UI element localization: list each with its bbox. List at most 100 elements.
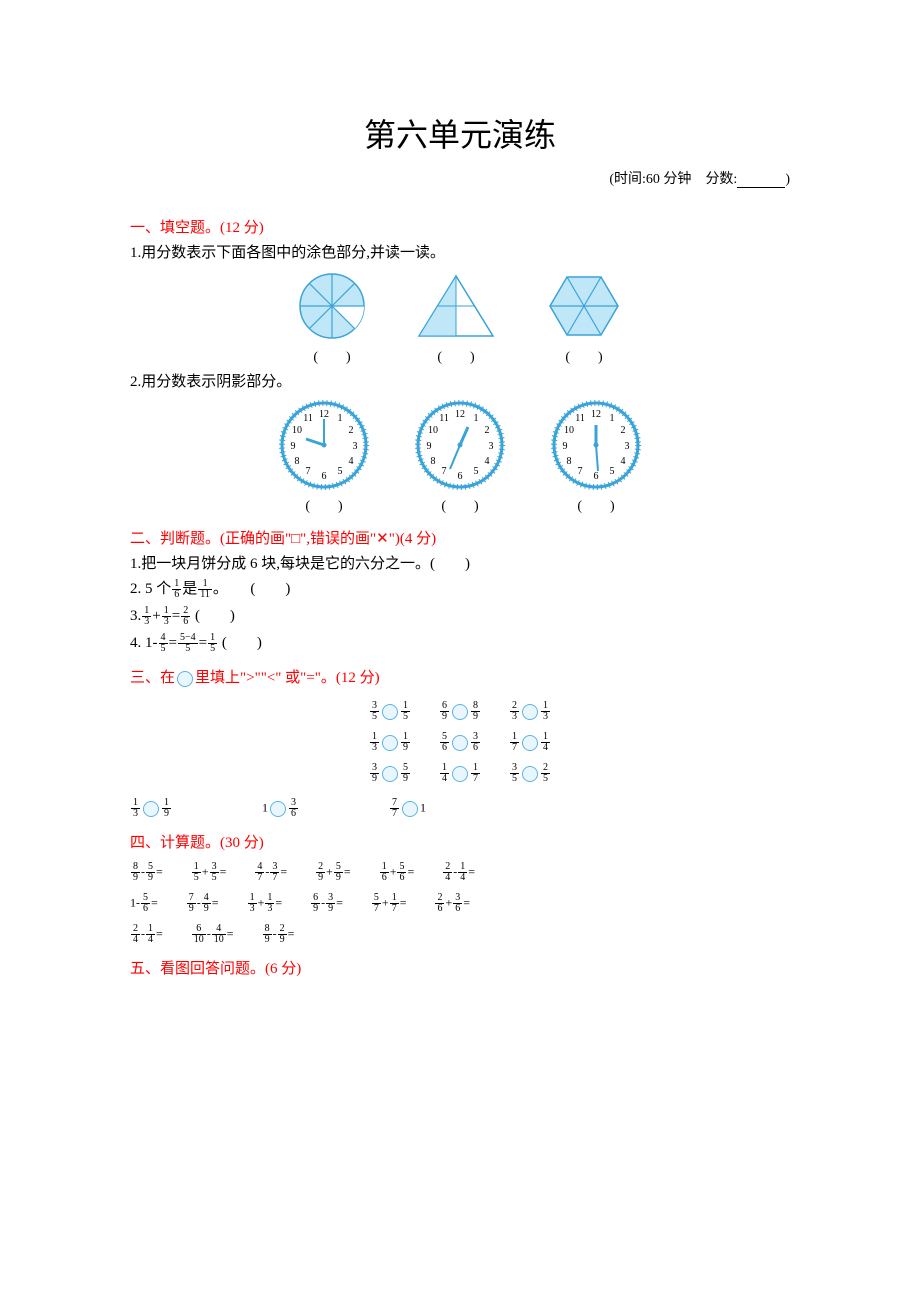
calc-item: 79-49= [186, 893, 219, 914]
svg-text:6: 6 [594, 471, 599, 482]
circle-icon [522, 704, 538, 720]
fraction: 14 [458, 862, 467, 883]
fraction: 24 [443, 862, 452, 883]
hexagon-icon [541, 270, 627, 342]
fraction: 29 [316, 862, 325, 883]
s2-q3: 3.13+13=26 ( ) [130, 604, 790, 627]
fraction: 79 [187, 893, 196, 914]
svg-text:3: 3 [625, 441, 630, 452]
compare-grid: 351569892313131956361714395914173525 [130, 701, 790, 784]
text: = [172, 608, 180, 624]
svg-text:12: 12 [319, 409, 329, 420]
text: ( ) [218, 635, 262, 651]
s2-q1: 1.把一块月饼分成 6 块,每块是它的六分之一。( ) [130, 552, 790, 573]
fraction: 24 [131, 924, 140, 945]
section-1-heading: 一、填空题。(12 分) [130, 216, 790, 237]
clock-icon: 1212 345 678 91011 [276, 399, 372, 491]
fraction: 39 [370, 763, 379, 784]
svg-text:9: 9 [291, 441, 296, 452]
circle-icon [382, 766, 398, 782]
circle-icon [382, 704, 398, 720]
compare-item: 35 25 [509, 763, 551, 784]
svg-text:7: 7 [578, 466, 583, 477]
calc-item: 89-59= [130, 862, 163, 883]
svg-text:9: 9 [563, 441, 568, 452]
text: 是 [182, 581, 197, 597]
paren: ( ) [411, 346, 501, 366]
fraction: 610 [192, 924, 206, 945]
circle-icon [522, 735, 538, 751]
fraction: 47 [255, 862, 264, 883]
circle-icon [143, 801, 159, 817]
fraction: 77 [390, 798, 399, 819]
fraction: 59 [146, 862, 155, 883]
circle-icon [522, 766, 538, 782]
compare-item: 5636 [439, 732, 481, 753]
fraction: 14 [146, 924, 155, 945]
score-blank [737, 173, 785, 188]
calc-item: 57+17= [371, 893, 407, 914]
calc-item: 29+59= [315, 862, 351, 883]
fraction: 89 [471, 701, 480, 722]
fraction: 16 [380, 862, 389, 883]
fraction: 69 [311, 893, 320, 914]
fraction: 26 [181, 606, 190, 627]
svg-text:12: 12 [455, 409, 465, 420]
svg-text:8: 8 [295, 456, 300, 467]
fraction: 59 [401, 763, 410, 784]
fraction: 17 [510, 732, 519, 753]
svg-text:3: 3 [353, 441, 358, 452]
svg-text:2: 2 [349, 425, 354, 436]
circle-icon [382, 735, 398, 751]
svg-text:1: 1 [338, 413, 343, 424]
compare-item: 136 [262, 798, 299, 819]
compare-item: 1319 [369, 732, 411, 753]
fraction: 39 [326, 893, 335, 914]
section-3-heading: 三、在里填上">""<" 或"="。(12 分) [130, 666, 790, 687]
text: 4. 1- [130, 635, 158, 651]
calc-item: 47-37= [254, 862, 287, 883]
fraction: 23 [510, 701, 519, 722]
svg-text:8: 8 [567, 456, 572, 467]
paren: ( ) [276, 495, 372, 515]
meta-line: (时间:60 分钟 分数:) [130, 168, 790, 188]
fraction: 35 [510, 763, 519, 784]
compare-item: 69 89 [439, 701, 481, 722]
calc-item: 16+56= [379, 862, 415, 883]
text: 三、在 [130, 670, 175, 686]
svg-text:6: 6 [322, 471, 327, 482]
fraction: 89 [131, 862, 140, 883]
svg-text:8: 8 [431, 456, 436, 467]
calc-item: 89-29= [262, 924, 295, 945]
svg-text:1: 1 [474, 413, 479, 424]
svg-text:5: 5 [610, 466, 615, 477]
fraction: 13 [162, 606, 171, 627]
circle-icon [452, 704, 468, 720]
fraction: 13 [370, 732, 379, 753]
svg-text:5: 5 [338, 466, 343, 477]
calc-item: 24-14= [442, 862, 475, 883]
s2-q2: 2. 5 个16是111。 ( ) [130, 577, 790, 600]
fraction: 13 [131, 798, 140, 819]
calc-item: 69-39= [310, 893, 343, 914]
compare-last-row: 1319136771 [130, 798, 790, 819]
text: 2. 5 个 [130, 581, 171, 597]
fraction: 13 [541, 701, 550, 722]
score-label: 分数: [705, 172, 737, 187]
fraction: 25 [541, 763, 550, 784]
fraction: 15 [192, 862, 201, 883]
section-5-heading: 五、看图回答问题。(6 分) [130, 957, 790, 978]
calc-item: 610-410= [191, 924, 234, 945]
fraction: 13 [248, 893, 257, 914]
fraction: 15 [401, 701, 410, 722]
fraction: 69 [440, 701, 449, 722]
fraction: 56 [397, 862, 406, 883]
text: = [169, 635, 177, 651]
circle-icon [402, 801, 418, 817]
clock-icon: 1212 345 678 91011 [548, 399, 644, 491]
section-4-heading: 四、计算题。(30 分) [130, 831, 790, 852]
svg-text:10: 10 [564, 425, 574, 436]
fraction: 36 [453, 893, 462, 914]
fraction: 17 [471, 763, 480, 784]
fraction: 19 [162, 798, 171, 819]
